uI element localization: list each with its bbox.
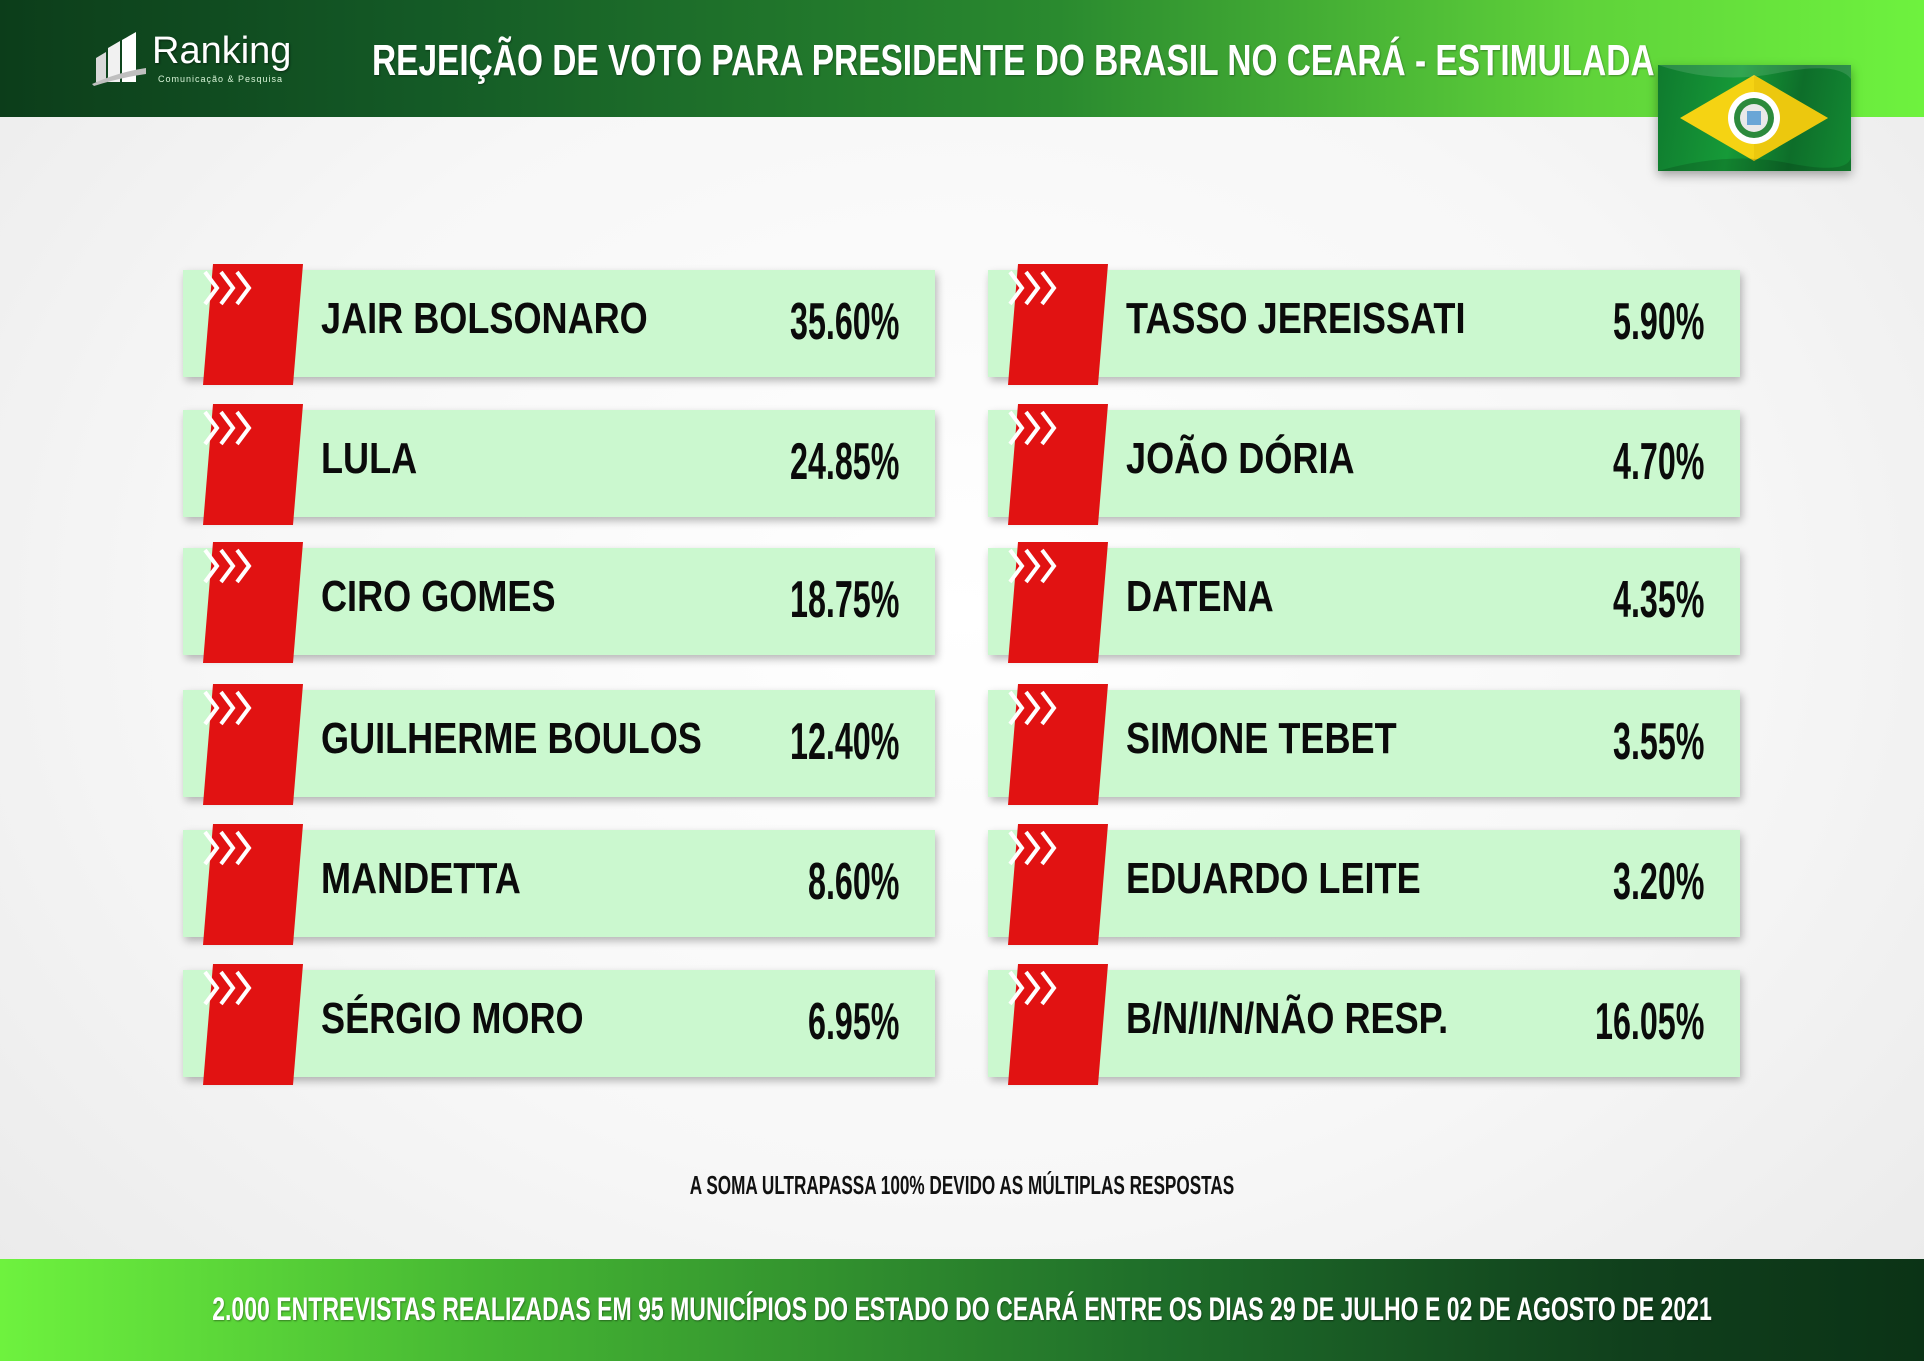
- candidate-name: JAIR BOLSONARO: [321, 294, 648, 343]
- candidate-card: EDUARDO LEITE 3.20%: [988, 824, 1740, 945]
- candidate-name: SIMONE TEBET: [1126, 714, 1397, 763]
- triple-chevron-icon: [1008, 830, 1057, 866]
- rejection-percentage: 18.75%: [789, 571, 899, 629]
- card-background: [988, 970, 1740, 1077]
- card-background: [988, 270, 1740, 377]
- triple-chevron-icon: [203, 690, 252, 726]
- methodology-note: 2.000 ENTREVISTAS REALIZADAS EM 95 MUNIC…: [212, 1291, 1712, 1327]
- triple-chevron-icon: [1008, 270, 1057, 306]
- header-bar: Ranking Comunicação & Pesquisa REJEIÇÃO …: [0, 0, 1924, 117]
- rejection-percentage: 6.95%: [807, 993, 899, 1051]
- card-background: [988, 548, 1740, 655]
- triple-chevron-icon: [203, 970, 252, 1006]
- triple-chevron-icon: [1008, 548, 1057, 584]
- rejection-percentage: 8.60%: [807, 853, 899, 911]
- ceara-flag-icon: [1658, 65, 1851, 171]
- candidate-card: JAIR BOLSONARO 35.60%: [183, 264, 935, 385]
- logo-building-icon: [92, 32, 146, 86]
- triple-chevron-icon: [203, 830, 252, 866]
- candidate-name: DATENA: [1126, 572, 1274, 621]
- red-arrow-tab: [203, 964, 303, 1085]
- candidate-name: B/N/I/N/NÃO RESP.: [1126, 994, 1449, 1043]
- triple-chevron-icon: [1008, 970, 1057, 1006]
- footer-bar: 2.000 ENTREVISTAS REALIZADAS EM 95 MUNIC…: [0, 1259, 1924, 1361]
- candidate-card: JOÃO DÓRIA 4.70%: [988, 404, 1740, 525]
- red-arrow-tab: [1008, 264, 1108, 385]
- candidate-name: CIRO GOMES: [321, 572, 556, 621]
- red-arrow-tab: [1008, 684, 1108, 805]
- triple-chevron-icon: [1008, 410, 1057, 446]
- card-background: [183, 830, 935, 937]
- rejection-percentage: 3.55%: [1612, 713, 1704, 771]
- candidate-card: TASSO JEREISSATI 5.90%: [988, 264, 1740, 385]
- candidate-name: TASSO JEREISSATI: [1126, 294, 1466, 343]
- red-arrow-tab: [203, 404, 303, 525]
- card-background: [183, 970, 935, 1077]
- candidate-card: B/N/I/N/NÃO RESP. 16.05%: [988, 964, 1740, 1085]
- candidate-card: SIMONE TEBET 3.55%: [988, 684, 1740, 805]
- triple-chevron-icon: [1008, 690, 1057, 726]
- ranking-logo: Ranking Comunicação & Pesquisa: [92, 28, 302, 88]
- footnote: A SOMA ULTRAPASSA 100% DEVIDO AS MÚLTIPL…: [689, 1170, 1235, 1200]
- red-arrow-tab: [1008, 964, 1108, 1085]
- page-title: REJEIÇÃO DE VOTO PARA PRESIDENTE DO BRAS…: [372, 36, 1655, 85]
- candidate-name: SÉRGIO MORO: [321, 994, 584, 1043]
- rejection-percentage: 12.40%: [789, 713, 899, 771]
- candidate-name: MANDETTA: [321, 854, 521, 903]
- card-background: [183, 690, 935, 797]
- triple-chevron-icon: [203, 270, 252, 306]
- rejection-percentage: 24.85%: [789, 433, 899, 491]
- candidate-name: EDUARDO LEITE: [1126, 854, 1421, 903]
- rejection-percentage: 35.60%: [789, 293, 899, 351]
- candidate-card: MANDETTA 8.60%: [183, 824, 935, 945]
- red-arrow-tab: [1008, 542, 1108, 663]
- candidate-card: DATENA 4.35%: [988, 542, 1740, 663]
- red-arrow-tab: [1008, 824, 1108, 945]
- candidate-name: LULA: [321, 434, 418, 483]
- card-background: [183, 410, 935, 517]
- candidate-card: LULA 24.85%: [183, 404, 935, 525]
- candidate-card: CIRO GOMES 18.75%: [183, 542, 935, 663]
- card-background: [183, 270, 935, 377]
- card-background: [183, 548, 935, 655]
- rejection-percentage: 4.70%: [1612, 433, 1704, 491]
- red-arrow-tab: [1008, 404, 1108, 525]
- triple-chevron-icon: [203, 548, 252, 584]
- candidate-card: GUILHERME BOULOS 12.40%: [183, 684, 935, 805]
- rejection-percentage: 5.90%: [1612, 293, 1704, 351]
- card-background: [988, 830, 1740, 937]
- rejection-percentage: 4.35%: [1612, 571, 1704, 629]
- triple-chevron-icon: [203, 410, 252, 446]
- card-background: [988, 410, 1740, 517]
- red-arrow-tab: [203, 824, 303, 945]
- red-arrow-tab: [203, 684, 303, 805]
- red-arrow-tab: [203, 264, 303, 385]
- red-arrow-tab: [203, 542, 303, 663]
- logo-tagline: Comunicação & Pesquisa: [158, 74, 284, 84]
- logo-wordmark: Ranking: [152, 30, 292, 72]
- candidate-name: GUILHERME BOULOS: [321, 714, 702, 763]
- card-background: [988, 690, 1740, 797]
- candidate-name: JOÃO DÓRIA: [1126, 434, 1355, 483]
- candidate-card: SÉRGIO MORO 6.95%: [183, 964, 935, 1085]
- rejection-percentage: 16.05%: [1594, 993, 1704, 1051]
- rejection-percentage: 3.20%: [1612, 853, 1704, 911]
